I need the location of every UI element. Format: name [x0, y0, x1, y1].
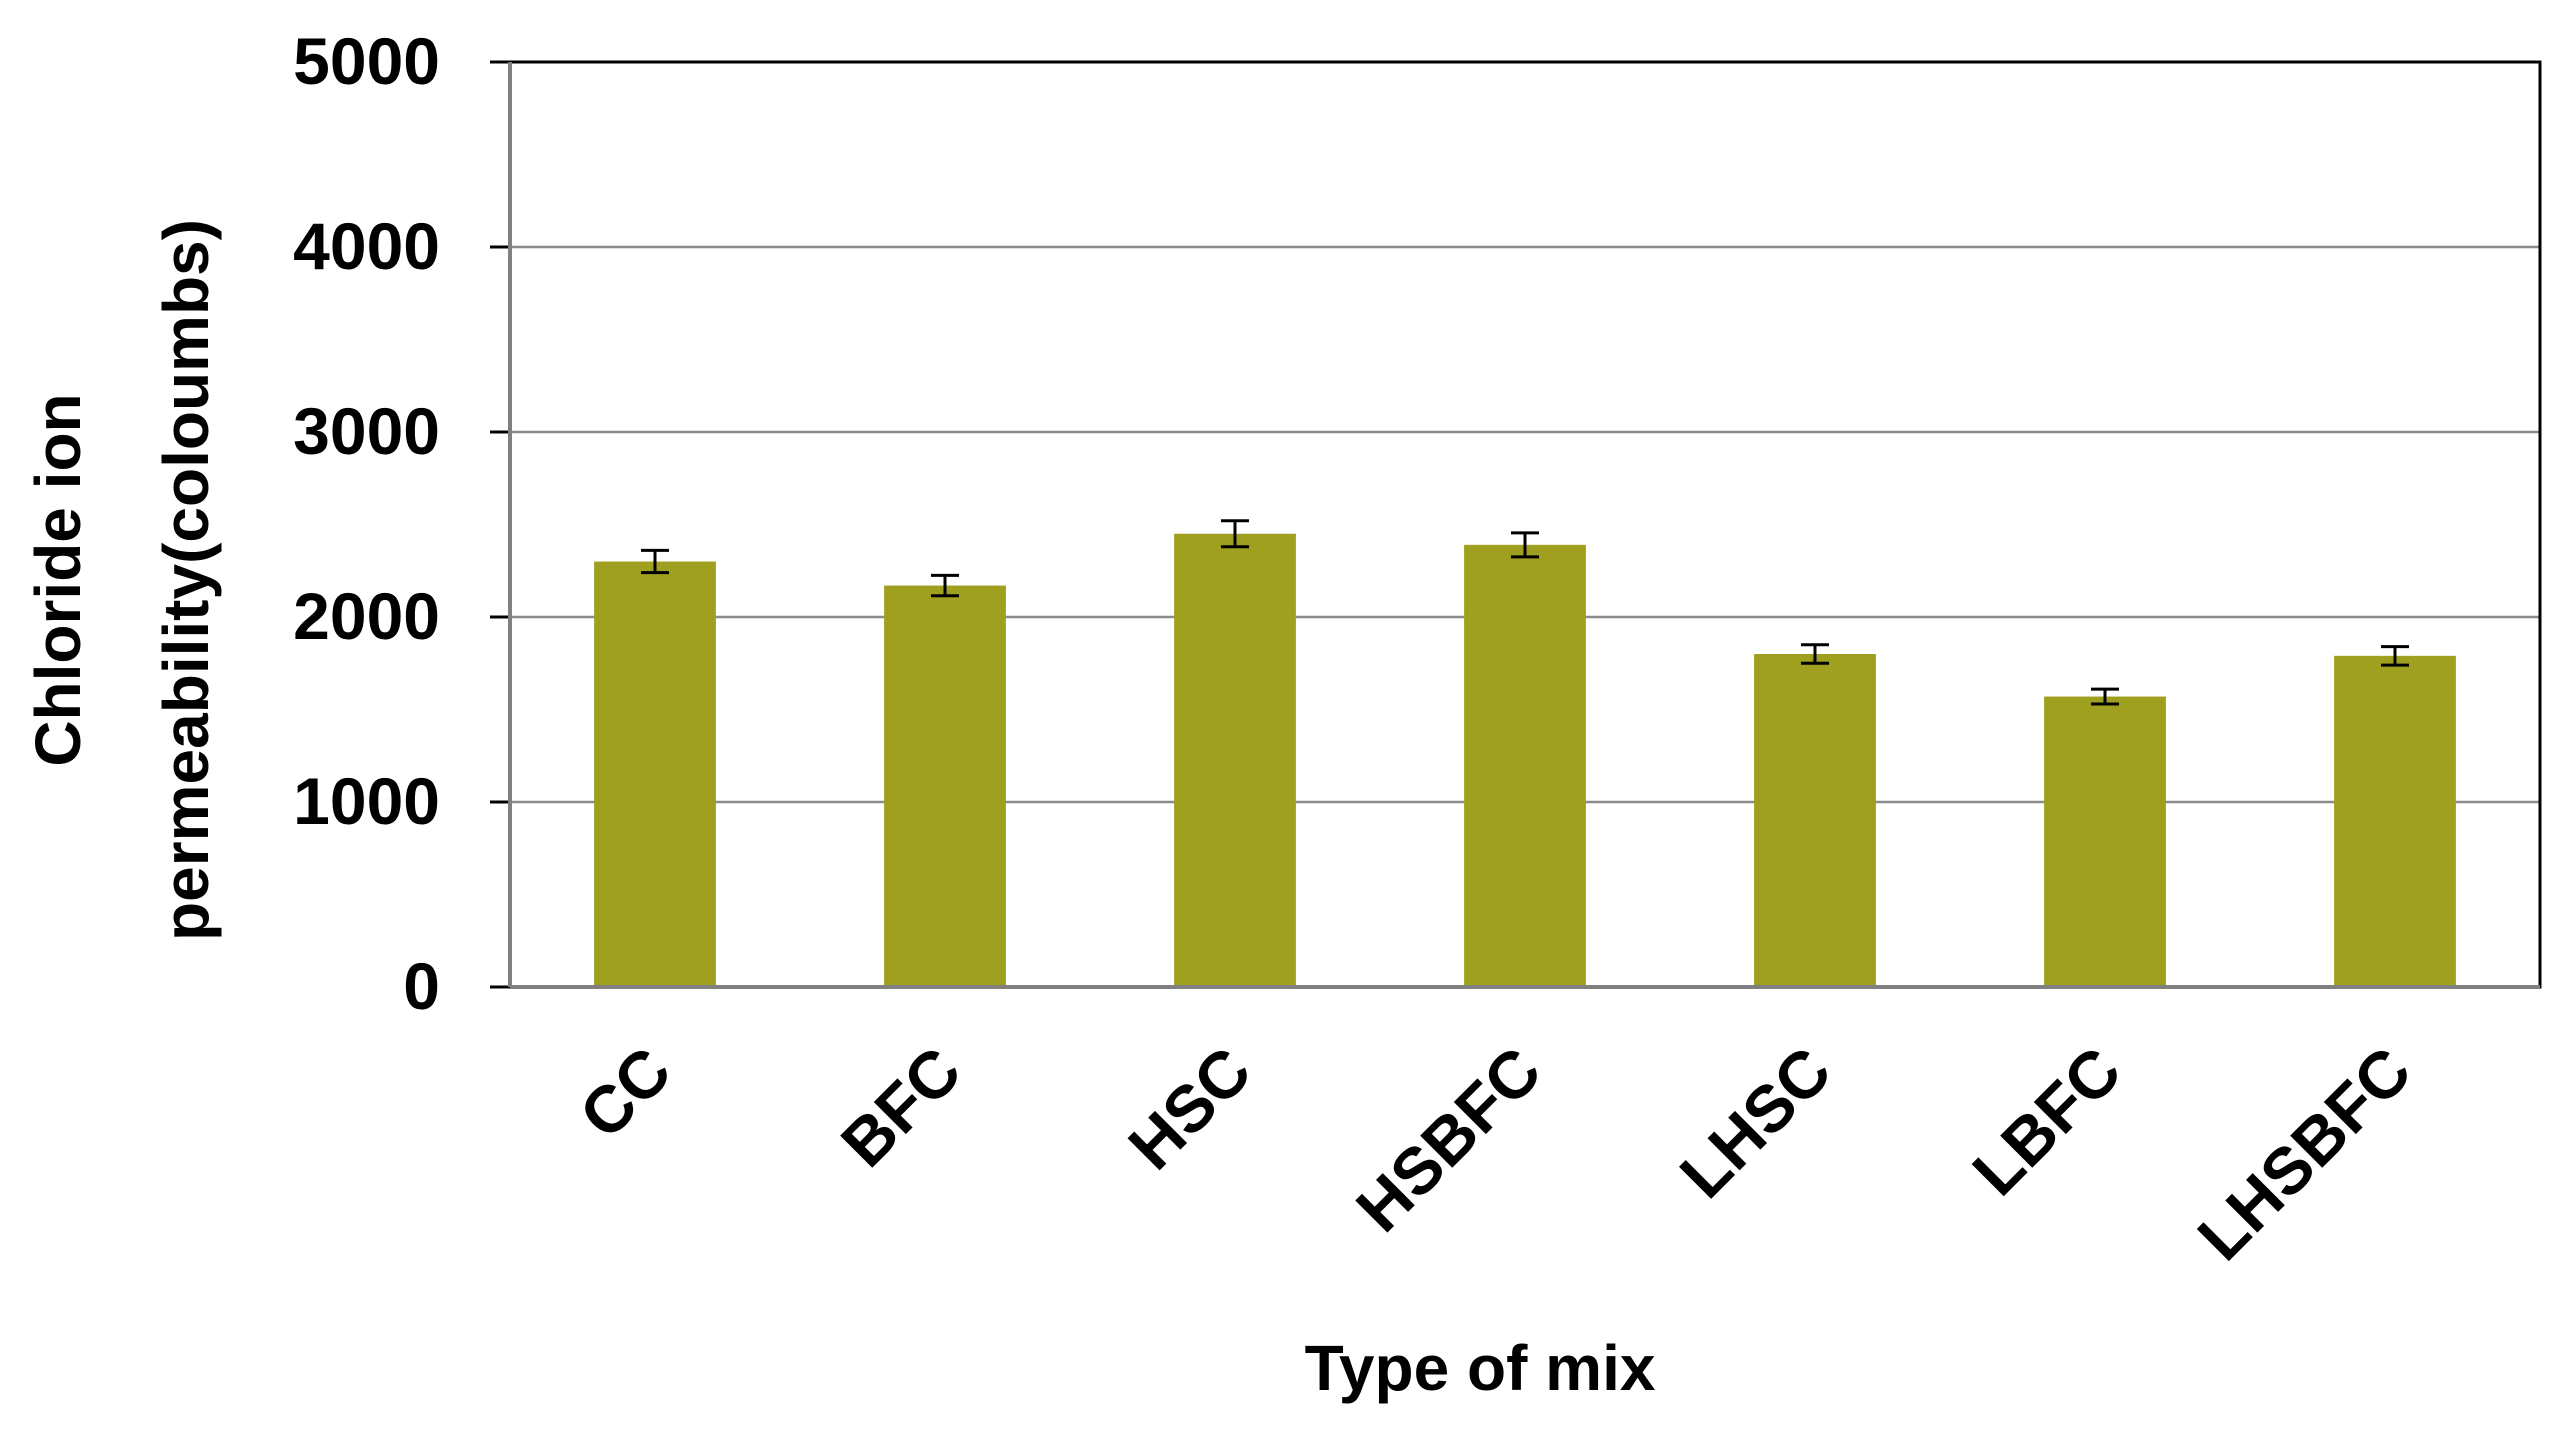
- y-tick-label: 5000: [293, 24, 440, 98]
- bars: [594, 533, 2456, 987]
- axes: [490, 60, 2542, 989]
- x-tick-labels: CC BFC HSC HSBFC LHSC LBFC LHSBFC: [565, 1033, 2425, 1275]
- x-axis-label: Type of mix: [1305, 1332, 1656, 1404]
- x-tick-label: LHSC: [1666, 1033, 1845, 1212]
- error-bars: [641, 519, 2409, 706]
- x-tick-label: LHSBFC: [2183, 1033, 2425, 1275]
- y-axis-label-line-2: permeability(coloumbs): [150, 219, 222, 941]
- y-tick-label: 1000: [293, 764, 440, 838]
- x-tick-label: BFC: [827, 1033, 975, 1181]
- bar-lhsbfc: [2334, 655, 2456, 987]
- bar-cc: [594, 561, 716, 987]
- bar-hsc: [1174, 533, 1296, 987]
- y-axis-label: Chloride ion permeability(coloumbs): [22, 219, 222, 941]
- bar-lhsc: [1754, 654, 1876, 987]
- x-tick-label: LBFC: [1958, 1033, 2135, 1210]
- y-tick-label: 4000: [293, 209, 440, 283]
- x-tick-label: HSC: [1114, 1033, 1265, 1184]
- bar-hsbfc: [1464, 544, 1586, 987]
- y-axis-label-line-1: Chloride ion: [22, 393, 94, 766]
- x-tick-label: CC: [565, 1033, 685, 1153]
- y-tick-label: 3000: [293, 394, 440, 468]
- x-tick-label: HSBFC: [1342, 1033, 1555, 1246]
- bar-bfc: [884, 585, 1006, 987]
- y-tick-label: 2000: [293, 579, 440, 653]
- y-tick-labels: 0 1000 2000 3000 4000 5000: [293, 24, 440, 1023]
- bar-lbfc: [2044, 696, 2166, 987]
- y-tick-label: 0: [403, 949, 440, 1023]
